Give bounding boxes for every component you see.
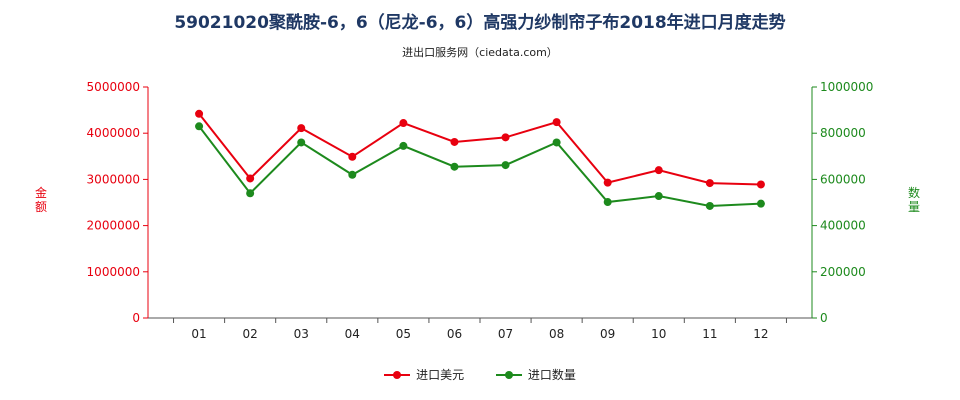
right-tick-label: 400000 [820, 219, 866, 233]
legend-swatch-quantity [495, 370, 522, 380]
series-line-amount [198, 113, 761, 186]
data-point-amount [348, 152, 357, 161]
legend-label-quantity: 进口数量 [527, 368, 576, 382]
data-point-quantity [552, 138, 561, 147]
data-point-amount [705, 179, 714, 188]
data-point-quantity [246, 189, 255, 198]
left-tick-label: 0 [132, 311, 140, 325]
x-tick-label: 12 [753, 327, 768, 341]
right-tick-label: 200000 [820, 265, 866, 279]
x-tick-label: 08 [549, 327, 564, 341]
chart-title: 59021020聚酰胺-6，6（尼龙-6，6）高强力纱制帘子布2018年进口月度… [174, 13, 786, 33]
x-tick-label: 06 [447, 327, 462, 341]
data-point-quantity [501, 161, 510, 170]
series-line-quantity [198, 125, 761, 207]
right-axis-label: 数量 [907, 186, 920, 214]
x-tick-label: 01 [191, 327, 206, 341]
x-tick-label: 11 [702, 327, 717, 341]
data-point-amount [297, 124, 306, 133]
left-tick-label: 3000000 [87, 172, 140, 186]
x-tick-label: 07 [498, 327, 513, 341]
data-point-amount [450, 137, 459, 146]
chart-legend: 进口美元 进口数量 [0, 366, 960, 383]
x-tick-label: 09 [600, 327, 615, 341]
legend-swatch-amount [384, 370, 411, 380]
left-tick-label: 2000000 [87, 219, 140, 233]
right-tick-label: 600000 [820, 172, 866, 186]
legend-item-quantity[interactable]: 进口数量 [495, 366, 576, 383]
right-tick-label: 1000000 [820, 80, 873, 94]
data-point-quantity [348, 170, 357, 179]
chart-subtitle: 进出口服务网（ciedata.com） [402, 46, 558, 59]
data-point-quantity [603, 198, 612, 207]
data-point-quantity [450, 162, 459, 171]
data-point-quantity [297, 138, 306, 147]
data-point-amount [246, 174, 255, 183]
data-point-amount [654, 166, 663, 175]
x-tick-label: 10 [651, 327, 666, 341]
x-tick-label: 02 [243, 327, 258, 341]
data-point-amount [399, 119, 408, 128]
right-tick-label: 0 [820, 311, 828, 325]
legend-item-amount[interactable]: 进口美元 [384, 366, 464, 383]
left-tick-label: 4000000 [87, 126, 140, 140]
data-point-quantity [195, 122, 204, 131]
data-point-amount [552, 118, 561, 127]
data-point-amount [195, 109, 204, 118]
legend-label-amount: 进口美元 [416, 368, 465, 382]
data-point-quantity [756, 199, 765, 208]
left-tick-label: 1000000 [87, 265, 140, 279]
x-tick-label: 03 [294, 327, 309, 341]
data-point-amount [603, 178, 612, 187]
data-point-quantity [399, 141, 408, 150]
x-tick-label: 04 [345, 327, 360, 341]
data-point-quantity [705, 201, 714, 210]
data-point-quantity [654, 192, 663, 201]
data-point-amount [756, 180, 765, 189]
left-tick-label: 5000000 [87, 80, 140, 94]
x-tick-label: 05 [396, 327, 411, 341]
right-tick-label: 800000 [820, 126, 866, 140]
left-axis-label: 金额 [34, 186, 47, 214]
data-point-amount [501, 133, 510, 142]
